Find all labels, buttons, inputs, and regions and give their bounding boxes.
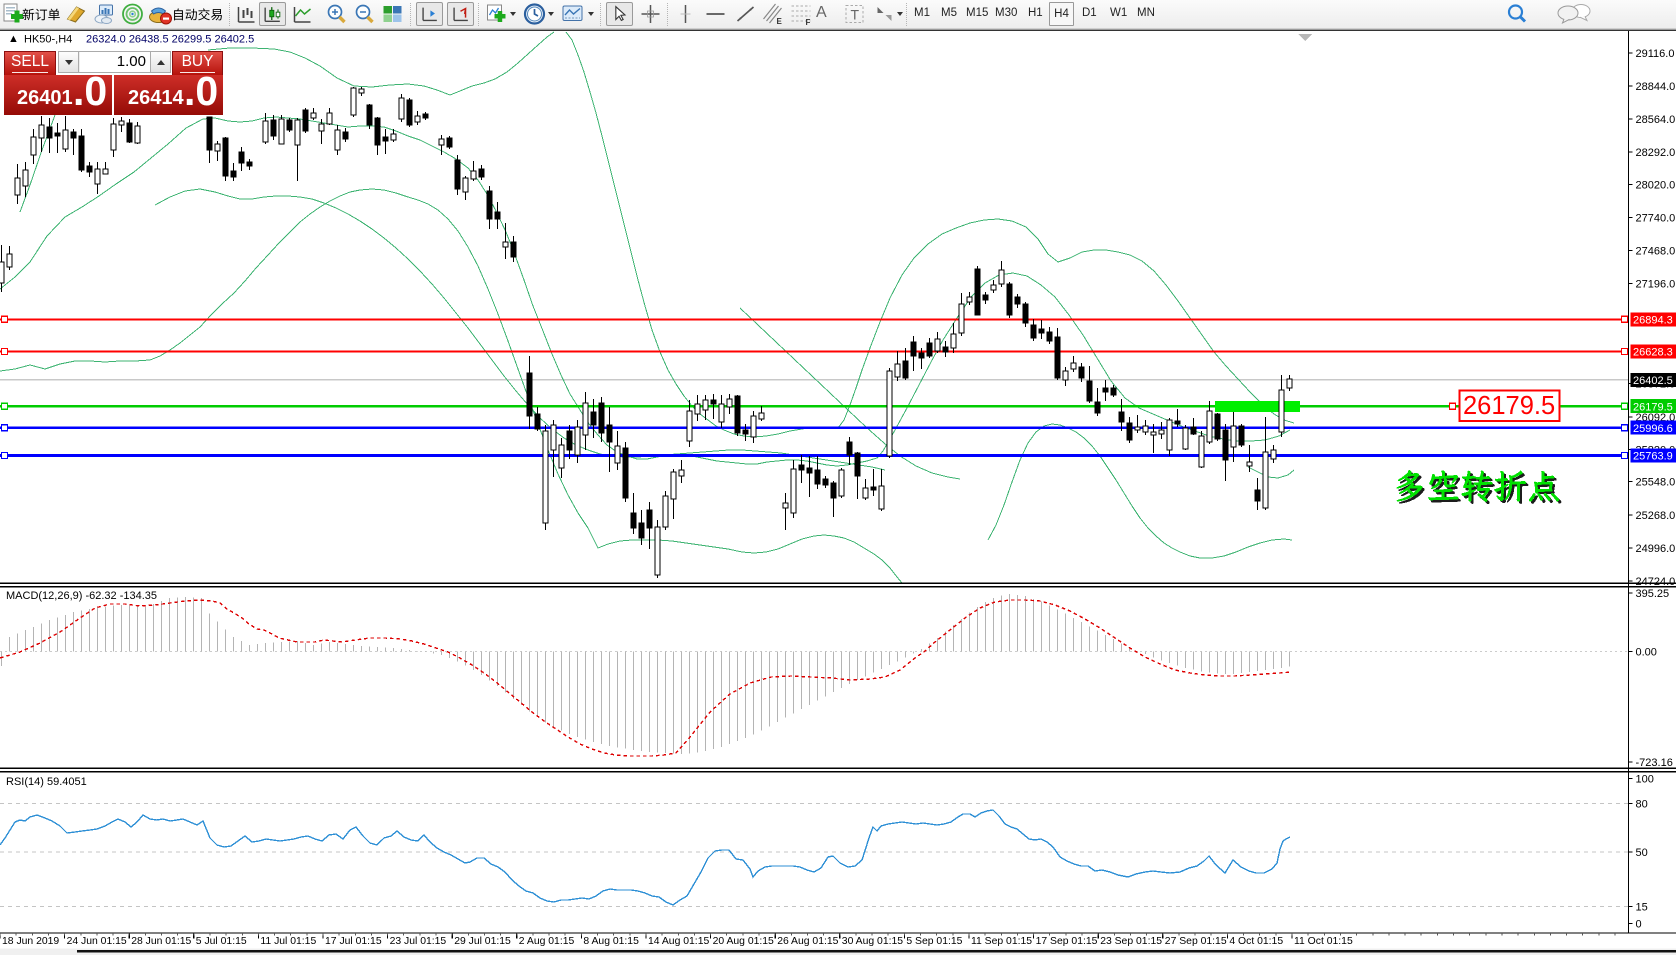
svg-text:24996.0: 24996.0 [1636,543,1676,555]
svg-text:26179.5: 26179.5 [1463,392,1555,420]
svg-text:26179.5: 26179.5 [1633,401,1673,413]
svg-text:F: F [806,18,811,26]
svg-text:2 Aug 01:15: 2 Aug 01:15 [519,936,575,947]
svg-text:29116.0: 29116.0 [1636,48,1675,60]
svg-text:HK50-,H4: HK50-,H4 [24,34,72,46]
svg-text:28292.0: 28292.0 [1636,147,1676,159]
svg-text:28564.0: 28564.0 [1636,114,1676,126]
svg-text:26894.3: 26894.3 [1633,315,1673,327]
svg-text:28 Jun 01:15: 28 Jun 01:15 [131,936,191,947]
svg-text:26628.3: 26628.3 [1633,347,1673,359]
svg-text:24724.0: 24724.0 [1636,576,1676,588]
svg-text:26324.0 26438.5 26299.5 26402.: 26324.0 26438.5 26299.5 26402.5 [86,34,254,46]
svg-text:MACD(12,26,9) -62.32 -134.35: MACD(12,26,9) -62.32 -134.35 [6,590,157,602]
svg-text:11 Oct 01:15: 11 Oct 01:15 [1294,936,1353,947]
svg-text:80: 80 [1636,798,1648,810]
svg-text:8 Aug 01:15: 8 Aug 01:15 [583,936,639,947]
svg-text:5 Sep 01:15: 5 Sep 01:15 [906,936,962,947]
svg-text:RSI(14) 59.4051: RSI(14) 59.4051 [6,776,87,788]
svg-text:24 Jun 01:15: 24 Jun 01:15 [67,936,127,947]
svg-text:23 Jul 01:15: 23 Jul 01:15 [390,936,447,947]
svg-text:28844.0: 28844.0 [1636,81,1676,93]
svg-text:15: 15 [1636,902,1648,914]
svg-text:29 Jul 01:15: 29 Jul 01:15 [454,936,511,947]
svg-text:11 Jul 01:15: 11 Jul 01:15 [260,936,316,947]
svg-text:0: 0 [1636,919,1642,931]
svg-text:27 Sep 01:15: 27 Sep 01:15 [1165,936,1227,947]
svg-text:26402.5: 26402.5 [1633,375,1673,387]
svg-text:27740.0: 27740.0 [1636,213,1676,225]
svg-text:14 Aug 01:15: 14 Aug 01:15 [648,936,709,947]
svg-text:T: T [851,7,860,23]
svg-text:5 Jul 01:15: 5 Jul 01:15 [196,936,247,947]
svg-text:27196.0: 27196.0 [1636,279,1676,291]
svg-text:20 Aug 01:15: 20 Aug 01:15 [713,936,774,947]
svg-text:23 Sep 01:15: 23 Sep 01:15 [1100,936,1162,947]
svg-text:25996.6: 25996.6 [1633,423,1673,435]
svg-text:11 Sep 01:15: 11 Sep 01:15 [971,936,1032,947]
svg-text:E: E [777,17,783,26]
svg-text:17 Sep 01:15: 17 Sep 01:15 [1036,936,1098,947]
svg-text:30 Aug 01:15: 30 Aug 01:15 [842,936,903,947]
svg-text:25763.9: 25763.9 [1633,451,1673,463]
svg-text:18 Jun 2019: 18 Jun 2019 [2,936,59,947]
svg-text:17 Jul 01:15: 17 Jul 01:15 [325,936,382,947]
svg-text:27468.0: 27468.0 [1636,246,1676,258]
svg-text:25268.0: 25268.0 [1636,510,1676,522]
svg-text:100: 100 [1636,774,1654,786]
svg-text:4 Oct 01:15: 4 Oct 01:15 [1229,936,1283,947]
svg-text:▲: ▲ [8,33,19,45]
svg-text:0.00: 0.00 [1636,647,1657,659]
svg-text:26 Aug 01:15: 26 Aug 01:15 [777,936,838,947]
svg-text:-723.16: -723.16 [1636,757,1673,769]
svg-text:50: 50 [1636,847,1648,859]
svg-text:25548.0: 25548.0 [1636,477,1676,489]
svg-text:395.25: 395.25 [1636,588,1670,600]
svg-text:28020.0: 28020.0 [1636,180,1676,192]
